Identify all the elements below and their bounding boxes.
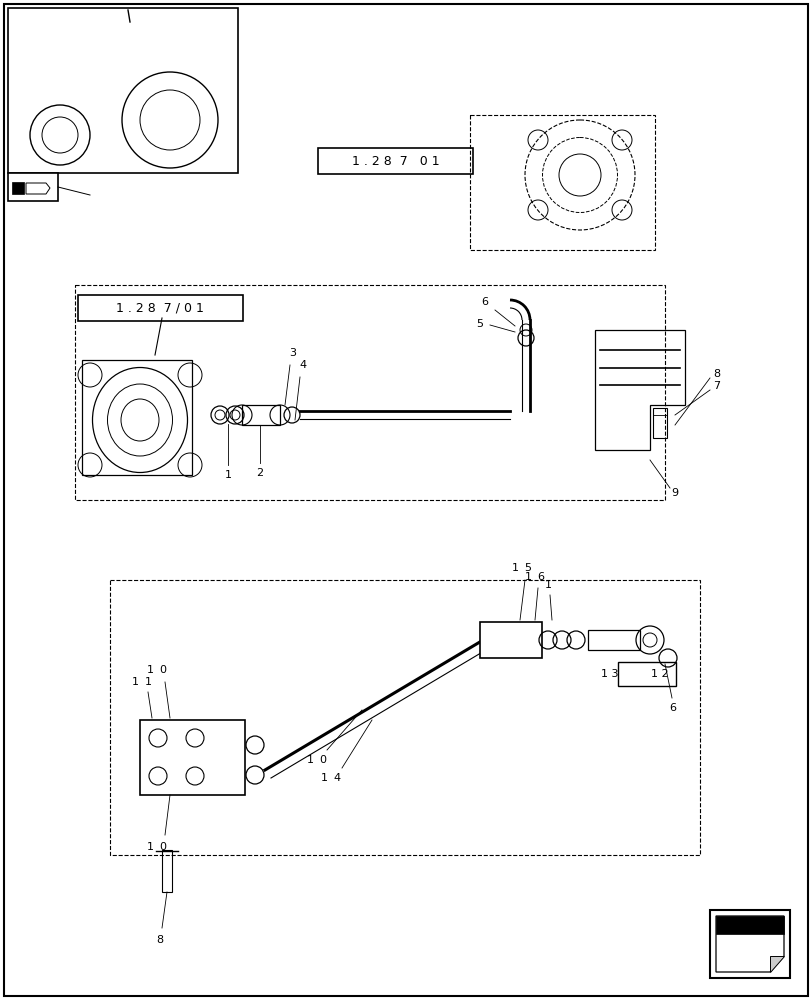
Text: 8: 8 xyxy=(713,369,719,379)
Text: 0: 0 xyxy=(319,755,326,765)
Bar xyxy=(109,580,699,855)
Bar xyxy=(652,408,666,438)
Text: 0: 0 xyxy=(159,842,166,852)
Text: 3: 3 xyxy=(290,348,296,358)
Bar xyxy=(242,405,280,425)
Text: 9: 9 xyxy=(671,488,678,498)
Bar xyxy=(587,630,639,650)
Text: 1: 1 xyxy=(146,842,153,852)
Polygon shape xyxy=(769,956,783,972)
Text: 1: 1 xyxy=(511,563,518,573)
Bar xyxy=(617,662,676,686)
Text: 4: 4 xyxy=(333,773,340,783)
Bar xyxy=(715,916,783,934)
Text: 1: 1 xyxy=(224,470,231,480)
Text: 2: 2 xyxy=(256,468,264,478)
Text: 8: 8 xyxy=(157,935,163,945)
Text: 1 3: 1 3 xyxy=(600,669,618,679)
Text: 1: 1 xyxy=(144,677,152,687)
Text: 1 2: 1 2 xyxy=(650,669,668,679)
Text: 7: 7 xyxy=(713,381,719,391)
Bar xyxy=(75,285,664,500)
Text: 4: 4 xyxy=(299,360,307,370)
Bar xyxy=(162,850,172,892)
Bar xyxy=(470,115,654,250)
Polygon shape xyxy=(26,183,50,194)
Text: 1: 1 xyxy=(131,677,139,687)
Text: 1 . 2 8  7 / 0 1: 1 . 2 8 7 / 0 1 xyxy=(116,302,204,314)
Text: 1: 1 xyxy=(544,580,551,590)
Text: 5: 5 xyxy=(476,319,483,329)
Text: 6: 6 xyxy=(481,297,488,307)
Polygon shape xyxy=(715,916,783,972)
Text: 0: 0 xyxy=(159,665,166,675)
Text: 5: 5 xyxy=(524,563,531,573)
Text: 1: 1 xyxy=(320,773,327,783)
Text: 6: 6 xyxy=(669,703,676,713)
Bar xyxy=(82,360,191,475)
Text: 1: 1 xyxy=(524,572,531,582)
Text: 1 . 2 8  7   0 1: 1 . 2 8 7 0 1 xyxy=(352,155,440,168)
Text: 1: 1 xyxy=(146,665,153,675)
Bar xyxy=(479,622,541,658)
Bar xyxy=(318,148,473,174)
Bar xyxy=(139,720,245,795)
Bar xyxy=(8,8,238,173)
Bar xyxy=(78,295,242,321)
Bar xyxy=(8,173,58,201)
Bar xyxy=(709,910,789,978)
Text: 1: 1 xyxy=(306,755,313,765)
Bar xyxy=(12,182,24,194)
Text: 6: 6 xyxy=(537,572,544,582)
